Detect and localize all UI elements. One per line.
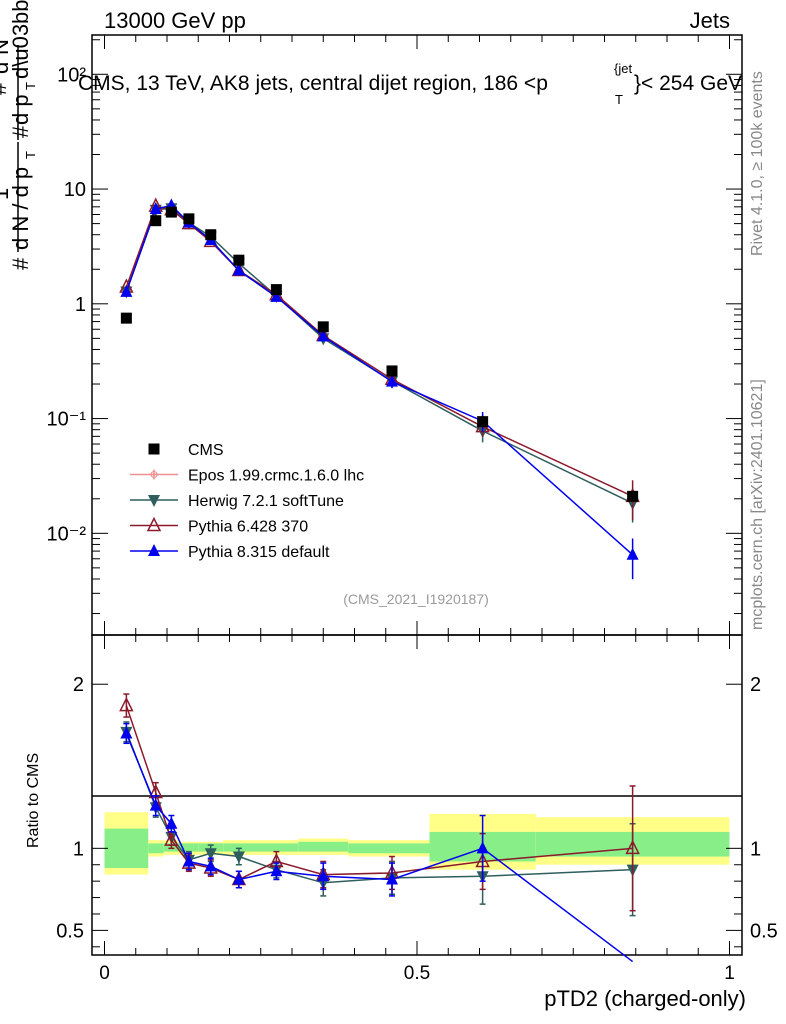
chart-title-sub: T <box>615 92 623 107</box>
x-tick-label: 1 <box>724 963 735 984</box>
cms-data-point <box>477 416 489 428</box>
legend-marker-epos-1-99-crmc-1-6-0-lhc <box>150 471 158 478</box>
pythia-6-428-370-ratio-point <box>164 831 179 846</box>
legend-label-pythia-8-315-default: Pythia 8.315 default <box>188 544 330 561</box>
y-tick-label: 10 <box>64 179 86 201</box>
legend-label-pythia-6-428-370: Pythia 6.428 370 <box>188 519 308 536</box>
cms-data-point <box>205 229 217 241</box>
lower-y-label: Ratio to CMS <box>25 753 42 848</box>
ratio-band-inner <box>254 843 299 852</box>
svg-text:#: # <box>8 125 33 138</box>
chart-title-sup: {jet <box>614 61 632 76</box>
svg-text:T: T <box>23 151 38 159</box>
pythia-8-315-default-ratio-point <box>476 841 489 854</box>
header-left-label: 13000 GeV pp <box>104 8 246 33</box>
legend-label-herwig-7-2-1-softtune: Herwig 7.2.1 softTune <box>188 493 344 510</box>
legend-marker-herwig-7-2-1-softtune <box>148 495 160 507</box>
y-tick-label: 1 <box>75 294 86 316</box>
legend-marker-cms <box>148 443 160 455</box>
legend-label-cms: CMS <box>188 442 224 459</box>
cms-data-point <box>120 312 132 324</box>
svg-text:#: # <box>0 82 11 95</box>
chart-title: CMS, 13 TeV, AK8 jets, central dijet reg… <box>78 72 548 95</box>
svg-text:d p: d p <box>8 94 33 125</box>
cms-data-point <box>270 284 282 296</box>
pythia-8-315-default-point <box>317 329 330 342</box>
cms-data-point <box>150 215 162 227</box>
ratio-band-inner <box>148 843 164 854</box>
pythia-8-315-default-ratio-point <box>232 872 245 885</box>
rivet-label: Rivet 4.1.0, ≥ 100k events <box>749 71 766 256</box>
herwig-7-2-1-softtune-ratio-point <box>232 851 245 864</box>
legend-marker-pythia-8-315-default <box>148 544 160 556</box>
cms-data-point <box>627 490 639 502</box>
legend-marker-pythia-6-428-370 <box>146 516 162 532</box>
pythia-8-315-default-point <box>270 289 283 302</box>
pythia-6-428-370-ratio-point <box>119 696 134 712</box>
svg-text:#: # <box>8 257 33 270</box>
analysis-id: (CMS_2021_I1920187) <box>343 591 489 607</box>
ratio-tick-label: 1 <box>73 838 84 860</box>
lower-frame <box>91 634 743 956</box>
pythia-8-315-default-ratio-point <box>204 859 217 872</box>
svg-text:d\u03bb: d\u03bb <box>8 0 33 79</box>
pythia-8-315-default-ratio-point <box>165 816 178 829</box>
legend-label-epos-1-99-crmc-1-6-0-lhc: Epos 1.99.crmc.1.6.0 lhc <box>188 468 364 485</box>
pythia-8-315-default-point <box>149 202 162 215</box>
y-tick-label: 10⁻¹ <box>47 409 87 431</box>
mcplots-label: mcplots.cern.ch [arXiv:2401.10621] <box>749 379 766 630</box>
cms-data-point <box>317 321 329 333</box>
svg-text:2: 2 <box>0 59 3 66</box>
pythia-8-315-default-point <box>232 263 245 276</box>
pythia-8-315-default-point <box>386 374 398 387</box>
x-tick-label: 0.5 <box>404 963 430 984</box>
pythia-8-315-default-point <box>626 547 639 560</box>
pythia-8-315-default-ratio-point <box>386 872 398 885</box>
upper-y-label: # d N / d p T 1 # d p T d\u03bb # N 2 d <box>0 0 38 270</box>
svg-text:d N / d p: d N / d p <box>8 167 33 250</box>
cms-data-point <box>183 213 195 225</box>
header-right-label: Jets <box>689 8 730 33</box>
ratio-band-inner <box>348 843 430 854</box>
svg-text:T: T <box>23 82 38 90</box>
chart-title-end: }< 254 GeV <box>634 72 742 95</box>
pythia-8-315-default-ratio-point <box>270 864 283 877</box>
ratio-band-inner <box>179 843 199 852</box>
svg-text:1: 1 <box>0 188 13 200</box>
ratio-band-inner <box>298 841 349 852</box>
ratio-tick-label: 2 <box>750 674 761 696</box>
pythia-8-315-default-ratio-point <box>149 798 162 811</box>
y-tick-label: 10² <box>57 64 86 86</box>
ratio-band-inner <box>104 828 149 869</box>
y-tick-label: 10⁻² <box>47 523 87 545</box>
pythia-8-315-default-point <box>120 284 133 297</box>
pythia-6-428-370-ratio-point <box>625 839 640 855</box>
ratio-tick-label: 0.5 <box>750 920 778 942</box>
svg-text:N: N <box>0 39 13 55</box>
pythia-8-315-default-ratio-point <box>317 869 330 882</box>
ratio-tick-label: 1 <box>750 838 761 860</box>
pythia-8-315-default-ratio-point <box>120 726 133 739</box>
cms-data-point <box>233 254 245 266</box>
cms-data-point <box>165 206 177 218</box>
cms-data-point <box>386 365 398 377</box>
ratio-band-inner <box>223 843 255 852</box>
ratio-tick-label: 0.5 <box>56 920 84 942</box>
herwig-7-2-1-softtune-ratio-point <box>204 848 217 861</box>
pythia-8-315-default-ratio-point <box>182 854 195 867</box>
x-axis-label: pTD2 (charged-only) <box>544 986 746 1011</box>
x-tick-label: 0 <box>99 963 110 984</box>
ratio-tick-label: 2 <box>73 674 84 696</box>
svg-text:d: d <box>0 62 13 74</box>
